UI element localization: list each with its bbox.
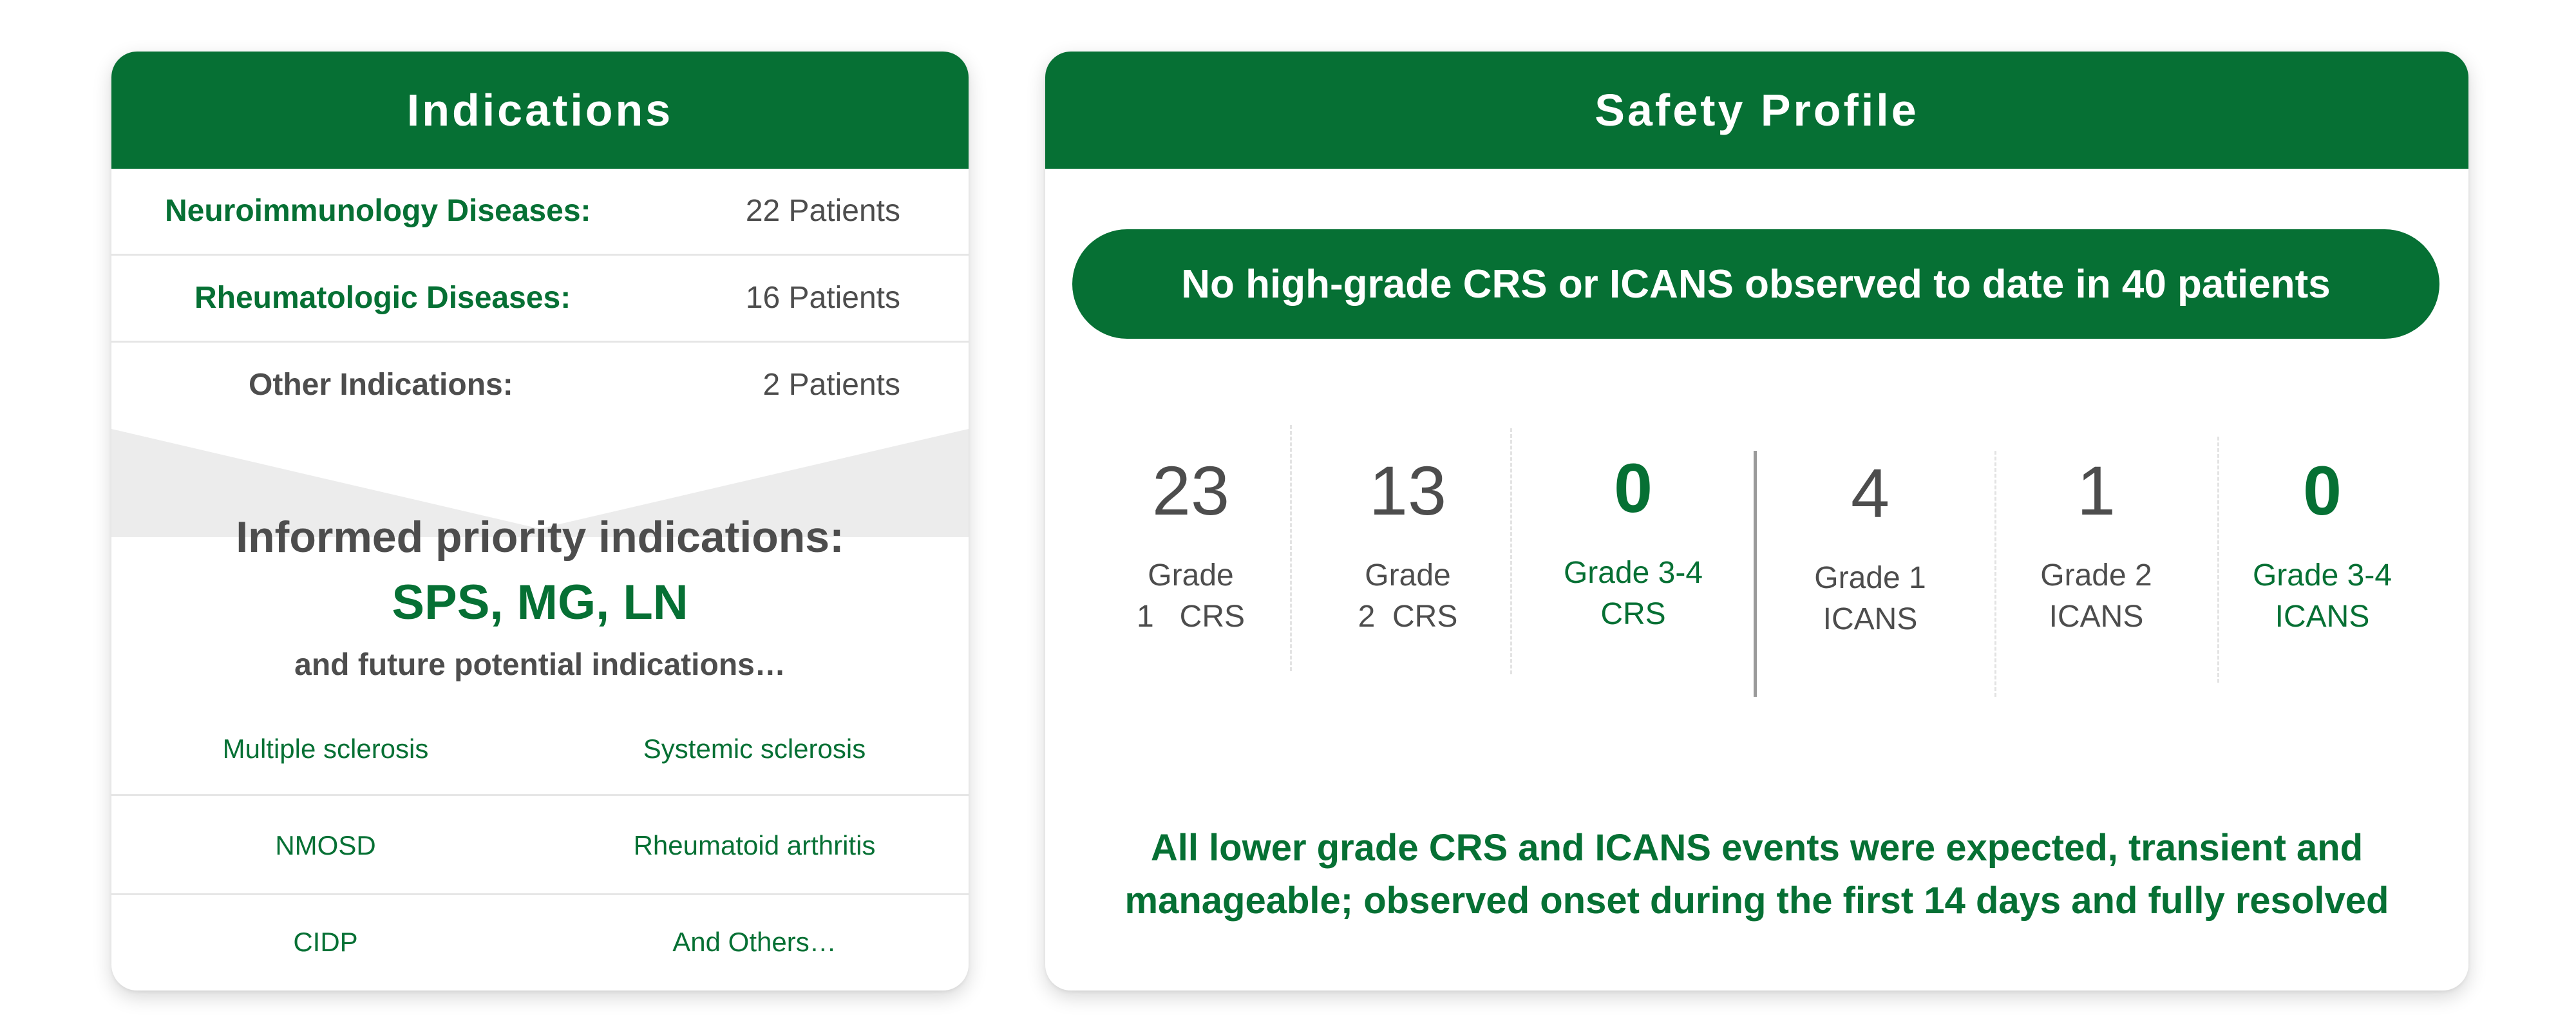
footnote-line2: manageable; observed onset during the fi…	[1124, 880, 2389, 922]
stat-value: 0	[2302, 451, 2342, 529]
stat-grade34-crs: 0 Grade 3-4 CRS	[1524, 453, 1743, 635]
footnote-line1: All lower grade CRS and ICANS events wer…	[1150, 827, 2363, 869]
stat-value: 13	[1368, 451, 1447, 529]
stat-caption-line2: 2 CRS	[1358, 600, 1458, 634]
list-divider	[111, 794, 969, 796]
stat-divider	[1994, 451, 1996, 697]
future-indication-item: Rheumatoid arthritis	[633, 830, 876, 860]
indications-card: Indications Neuroimmunology Diseases: 22…	[111, 52, 969, 990]
list-divider	[111, 893, 969, 895]
neuroimmunology-label: Neuroimmunology Diseases:	[165, 194, 591, 228]
stat-value: 1	[2076, 451, 2116, 529]
stat-caption-line1: Grade 1	[1814, 561, 1926, 595]
future-indication-item: Systemic sclerosis	[643, 734, 866, 764]
stat-grade1-crs: 23 Grade 1 CRS	[1081, 456, 1300, 638]
safety-profile-card: Safety Profile No high-grade CRS or ICAN…	[1045, 52, 2468, 990]
other-indications-patients: 2 Patients	[762, 368, 900, 402]
stat-value: 4	[1850, 454, 1890, 532]
stat-grade34-icans: 0 Grade 3-4 ICANS	[2213, 456, 2432, 638]
stat-caption-line2: 1 CRS	[1136, 600, 1245, 634]
other-indications-row: Other Indications: 2 Patients	[111, 343, 969, 428]
safety-profile-title: Safety Profile	[1045, 52, 2468, 169]
stat-caption-line1: Grade 3-4	[1563, 556, 1703, 590]
future-indication-item: And Others…	[672, 927, 837, 957]
crs-icans-divider	[1754, 451, 1757, 697]
rheumatologic-row: Rheumatologic Diseases: 16 Patients	[111, 256, 969, 343]
future-indication-item: NMOSD	[275, 830, 376, 860]
indications-title: Indications	[111, 52, 969, 169]
stat-caption-line1: Grade	[1365, 558, 1451, 592]
stat-divider	[2217, 437, 2219, 683]
priority-subheading: and future potential indications…	[294, 648, 786, 682]
priority-heading: Informed priority indications:	[236, 513, 844, 562]
stat-divider	[1510, 428, 1512, 674]
priority-highlight: SPS, MG, LN	[392, 575, 688, 630]
stat-caption-line2: ICANS	[2275, 600, 2370, 634]
stat-caption-line2: ICANS	[1823, 602, 1918, 636]
stat-divider	[1290, 425, 1292, 671]
stat-value: 0	[1613, 449, 1653, 527]
rheumatologic-patients: 16 Patients	[745, 281, 900, 315]
stat-caption-line2: ICANS	[2049, 600, 2144, 634]
stat-grade2-crs: 13 Grade 2 CRS	[1298, 456, 1517, 638]
future-indication-item: Multiple sclerosis	[222, 734, 429, 764]
other-indications-label: Other Indications:	[249, 368, 513, 402]
chevron-arrow	[111, 429, 969, 537]
stat-value: 23	[1151, 451, 1230, 529]
stat-caption-line1: Grade 3-4	[2252, 558, 2392, 592]
neuroimmunology-patients: 22 Patients	[745, 194, 900, 228]
stat-caption-line2: CRS	[1600, 597, 1666, 631]
future-indication-item: CIDP	[293, 927, 358, 957]
rheumatologic-label: Rheumatologic Diseases:	[194, 281, 571, 315]
stat-grade1-icans: 4 Grade 1 ICANS	[1761, 459, 1980, 640]
safety-footnote: All lower grade CRS and ICANS events wer…	[1045, 822, 2468, 927]
safety-banner: No high-grade CRS or ICANS observed to d…	[1072, 229, 2439, 339]
neuroimmunology-row: Neuroimmunology Diseases: 22 Patients	[111, 169, 969, 256]
stat-grade2-icans: 1 Grade 2 ICANS	[1987, 456, 2206, 638]
stat-caption-line1: Grade	[1148, 558, 1234, 592]
stat-caption-line1: Grade 2	[2040, 558, 2152, 592]
